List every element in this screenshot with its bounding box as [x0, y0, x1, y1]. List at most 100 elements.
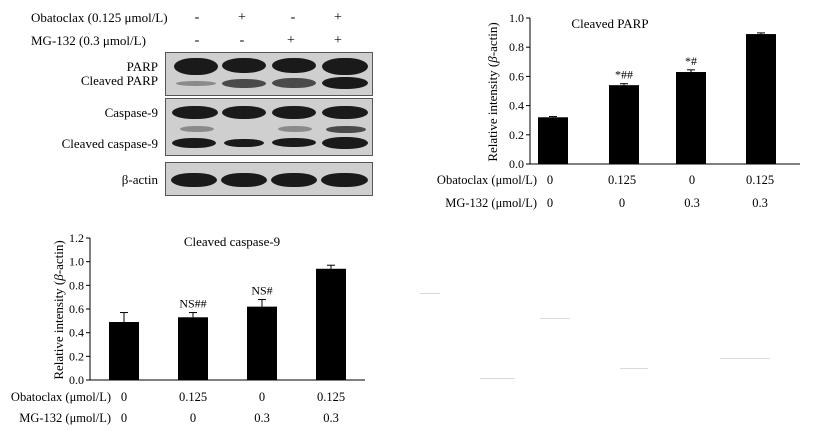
y-tick-label: 0.4 [69, 326, 84, 340]
y-tick-label: 0.2 [69, 349, 84, 363]
blot-band [172, 138, 216, 148]
scan-artifact [480, 378, 515, 379]
y-tick-label: 0.0 [509, 157, 524, 171]
bar [109, 322, 139, 380]
condition-row-label: Obatoclax (μmol/L) [437, 173, 537, 187]
y-axis-label: Relative intensity (β-actin) [485, 22, 500, 161]
condition-value: 0.125 [608, 173, 636, 187]
blot-band [272, 138, 316, 147]
scan-artifact [620, 368, 648, 369]
condition-value: 0 [259, 390, 265, 404]
blot-band [278, 126, 312, 132]
blot-band [272, 58, 316, 73]
significance-label: NS## [179, 297, 206, 311]
band-label-cleaved-parp: Cleaved PARP [80, 73, 158, 88]
y-axis-label-part: β [51, 274, 66, 282]
blot-band [271, 173, 317, 187]
significance-label: *# [685, 54, 697, 68]
condition-value: 0 [547, 196, 553, 210]
y-tick-label: 0.6 [509, 69, 524, 83]
condition-row-label: Obatoclax (μmol/L) [11, 390, 111, 404]
condition-value: 0.125 [746, 173, 774, 187]
blot-band [222, 106, 266, 119]
sign-mg132-lane2: - [239, 33, 245, 48]
significance-label: *## [615, 68, 633, 82]
blot-band [326, 126, 366, 133]
treatment-label-mg132: MG-132 (0.3 μmol/L) [31, 33, 146, 48]
bar [316, 268, 346, 380]
bar [676, 72, 706, 164]
blot-panel-parp [165, 52, 373, 96]
blot-band [224, 139, 264, 147]
blot-band [222, 58, 266, 73]
blot-band [322, 137, 368, 149]
scan-artifact [420, 293, 440, 294]
condition-value: 0.125 [317, 390, 345, 404]
sign-obatoclax-lane1: - [194, 10, 200, 25]
blot-band [221, 173, 267, 187]
blot-band [174, 58, 218, 75]
condition-value: 0.3 [254, 411, 270, 425]
condition-value: 0.3 [752, 196, 768, 210]
chart-title: Cleaved caspase-9 [184, 234, 280, 249]
bar [746, 34, 776, 165]
blot-band [180, 126, 214, 132]
blot-band [176, 81, 216, 86]
blot-band [322, 77, 368, 89]
y-tick-label: 1.0 [509, 11, 524, 25]
condition-value: 0 [547, 173, 553, 187]
chart-title: Cleaved PARP [571, 16, 648, 31]
y-tick-label: 0.0 [69, 373, 84, 387]
sign-obatoclax-lane4: + [334, 10, 342, 25]
condition-value: 0 [121, 390, 127, 404]
condition-row-label: MG-132 (μmol/L) [19, 411, 111, 425]
sign-mg132-lane3: + [287, 33, 295, 48]
y-tick-label: 1.0 [69, 255, 84, 269]
band-label-actin: β-actin [121, 172, 158, 187]
condition-value: 0 [619, 196, 625, 210]
scan-artifact [540, 318, 570, 319]
sign-mg132-lane1: - [194, 33, 200, 48]
band-label-parp: PARP [126, 59, 158, 74]
y-axis-label-part: Relative intensity ( [485, 63, 500, 162]
scan-artifact [720, 358, 770, 359]
blot-band [222, 79, 266, 88]
condition-value: 0.125 [179, 390, 207, 404]
condition-row-label: MG-132 (μmol/L) [445, 196, 537, 210]
blot-band [272, 106, 316, 119]
condition-value: 0 [689, 173, 695, 187]
blot-band [171, 173, 217, 187]
band-label-cleaved-caspase9: Cleaved caspase-9 [61, 136, 158, 151]
sign-obatoclax-lane3: - [290, 10, 296, 25]
y-axis-label-part: -actin) [51, 240, 66, 274]
y-axis-label: Relative intensity (β-actin) [51, 240, 66, 379]
blot-band [321, 173, 368, 187]
band-label-caspase9: Caspase-9 [104, 105, 158, 120]
significance-label: NS# [251, 284, 272, 298]
blot-band [272, 78, 316, 88]
y-axis-label-part: Relative intensity ( [51, 281, 66, 380]
sign-obatoclax-lane2: + [238, 10, 246, 25]
y-tick-label: 0.8 [69, 278, 84, 292]
sign-mg132-lane4: + [334, 33, 342, 48]
y-tick-label: 0.4 [509, 99, 524, 113]
y-axis-label-part: β [485, 56, 500, 64]
condition-value: 0.3 [684, 196, 700, 210]
bar [609, 85, 639, 164]
bar [247, 306, 277, 380]
blot-panel-actin [165, 162, 373, 196]
condition-value: 0 [190, 411, 196, 425]
condition-value: 0 [121, 411, 127, 425]
blot-band [172, 106, 218, 119]
y-tick-label: 0.8 [509, 40, 524, 54]
bar [538, 117, 568, 164]
y-tick-label: 1.2 [69, 231, 84, 245]
y-tick-label: 0.6 [69, 302, 84, 316]
blot-band [322, 58, 368, 75]
y-axis-label-part: -actin) [485, 22, 500, 56]
condition-value: 0.3 [323, 411, 339, 425]
treatment-label-obatoclax: Obatoclax (0.125 μmol/L) [31, 10, 168, 25]
y-tick-label: 0.2 [509, 128, 524, 142]
blot-panel-caspase9 [165, 98, 373, 156]
